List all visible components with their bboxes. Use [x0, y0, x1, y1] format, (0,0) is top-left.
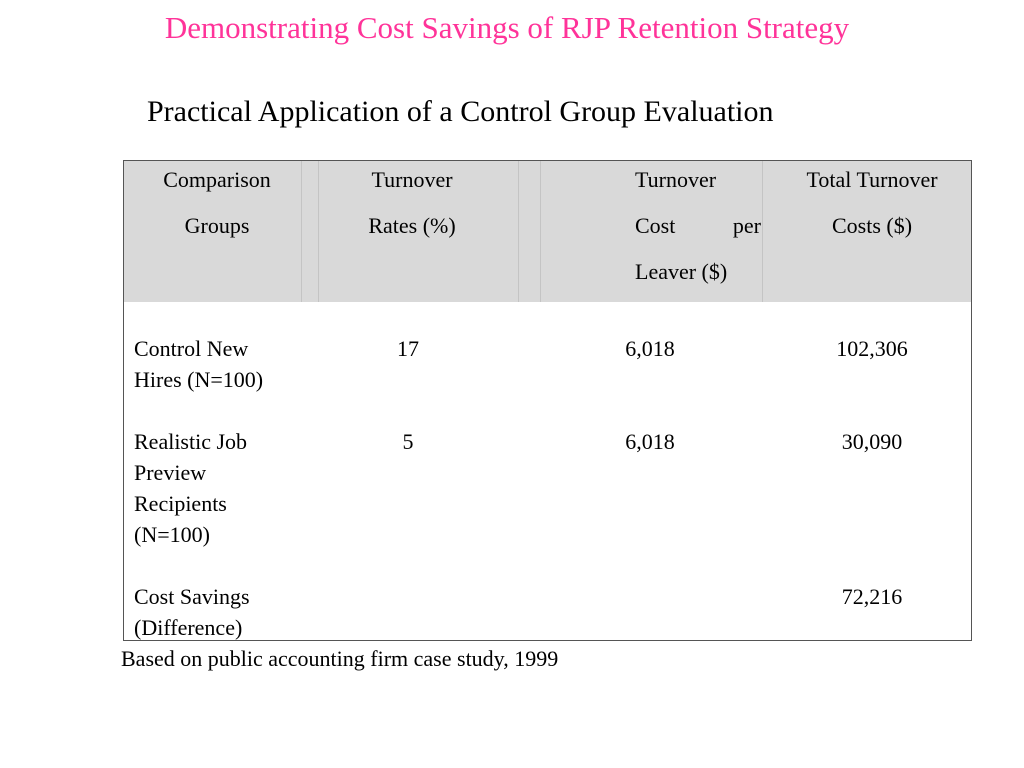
- header-label-line: Cost per: [635, 203, 761, 249]
- group-label-line: (N=100): [134, 522, 210, 547]
- group-label-line: Control New: [134, 336, 249, 361]
- header-comparison-groups: Comparison Groups: [124, 157, 310, 249]
- header-label: Groups: [184, 213, 250, 238]
- header-turnover-rates: Turnover Rates (%): [312, 157, 512, 249]
- group-label-line: (Difference): [134, 615, 243, 640]
- column-separator: [318, 161, 319, 302]
- column-separator: [518, 161, 519, 302]
- table-row-group-label: Realistic Job Preview Recipients (N=100): [134, 426, 247, 550]
- table-row-group-label: Cost Savings (Difference): [134, 581, 250, 643]
- header-turnover-cost-per-leaver: Turnover Cost per Leaver ($): [635, 157, 765, 295]
- header-label: Costs ($): [831, 213, 913, 238]
- slide-subtitle: Practical Application of a Control Group…: [147, 95, 774, 128]
- group-label-line: Realistic Job: [134, 429, 248, 454]
- table-cell-total: 72,216: [841, 584, 903, 609]
- header-label: per: [732, 213, 761, 238]
- table-cell-cost-per-leaver: 6,018: [625, 336, 675, 361]
- column-separator: [540, 161, 541, 302]
- column-separator: [301, 161, 302, 302]
- header-total-turnover-costs: Total Turnover Costs ($): [784, 157, 960, 249]
- header-label: Total Turnover: [806, 167, 938, 192]
- group-label-line: Preview: [134, 460, 207, 485]
- group-label-line: Hires (N=100): [134, 367, 264, 392]
- table-header-background: [124, 161, 971, 302]
- header-label: Leaver ($): [635, 259, 728, 284]
- table-cell-cost-per-leaver: 6,018: [625, 429, 675, 454]
- footnote: Based on public accounting firm case stu…: [121, 646, 559, 671]
- header-label: Cost: [635, 213, 676, 238]
- table-cell-total: 102,306: [836, 336, 908, 361]
- group-label-line: Recipients: [134, 491, 227, 516]
- header-label: Comparison: [163, 167, 271, 192]
- table-cell-rate: 5: [402, 429, 414, 454]
- table-cell-rate: 17: [397, 336, 419, 361]
- table-cell-total: 30,090: [841, 429, 903, 454]
- column-separator: [762, 161, 763, 302]
- cost-savings-table: Comparison Groups Turnover Rates (%) Tur…: [123, 160, 972, 641]
- table-row-group-label: Control New Hires (N=100): [134, 333, 263, 395]
- group-label-line: Cost Savings: [134, 584, 250, 609]
- header-label: Turnover: [635, 167, 717, 192]
- slide-title: Demonstrating Cost Savings of RJP Retent…: [164, 10, 850, 45]
- header-label: Rates (%): [368, 213, 456, 238]
- header-label: Turnover: [371, 167, 453, 192]
